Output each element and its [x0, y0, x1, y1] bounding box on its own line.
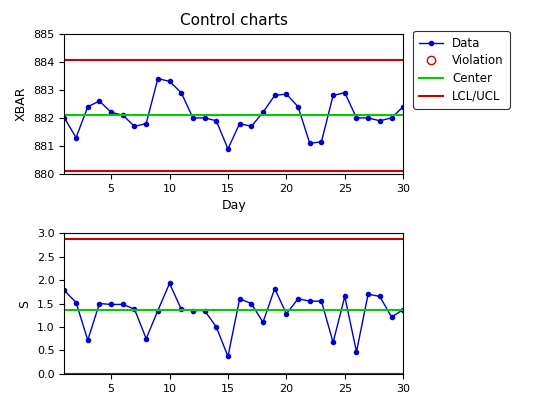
X-axis label: Day: Day	[221, 200, 246, 213]
Title: Control charts: Control charts	[180, 13, 288, 28]
Legend: Data, Violation, Center, LCL/UCL: Data, Violation, Center, LCL/UCL	[413, 31, 510, 109]
Y-axis label: S: S	[18, 299, 31, 307]
Y-axis label: XBAR: XBAR	[15, 87, 28, 121]
